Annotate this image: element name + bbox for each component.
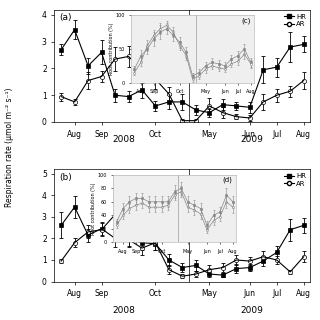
Text: Respiration rate (μmol m⁻² s⁻¹): Respiration rate (μmol m⁻² s⁻¹)	[5, 87, 14, 207]
Text: 2009: 2009	[240, 306, 263, 315]
Text: (a): (a)	[60, 13, 72, 22]
Text: (b): (b)	[60, 172, 72, 181]
Text: 2009: 2009	[240, 135, 263, 144]
Text: 2008: 2008	[112, 135, 135, 144]
Legend: HR, AR: HR, AR	[283, 13, 307, 28]
Text: 2008: 2008	[112, 306, 135, 315]
Legend: HR, AR: HR, AR	[283, 173, 307, 188]
